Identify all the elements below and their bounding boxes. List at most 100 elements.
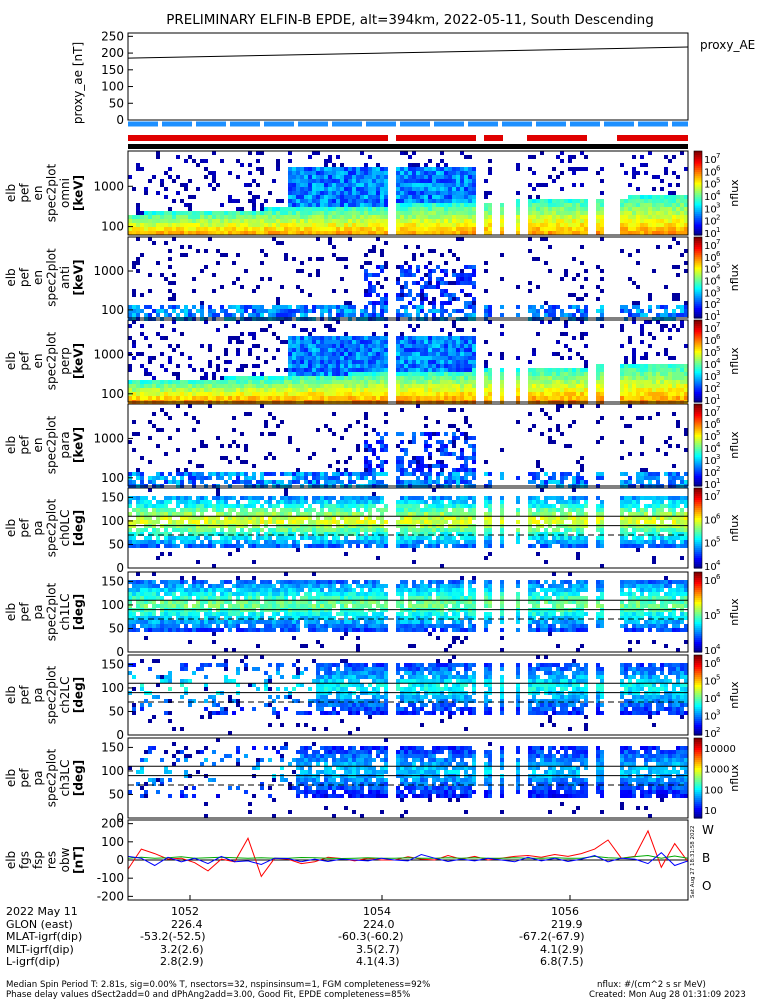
heat-cell	[448, 396, 452, 400]
heat-cell	[384, 305, 388, 309]
heat-cell	[160, 408, 164, 412]
heat-cell	[156, 396, 160, 400]
heat-cell	[332, 163, 336, 167]
heat-cell	[472, 344, 476, 348]
heat-cell	[188, 460, 192, 464]
heat-cell	[332, 211, 336, 215]
heat-cell	[332, 336, 336, 340]
heat-cell	[328, 396, 332, 400]
heat-cell	[320, 360, 324, 364]
heat-cell	[268, 191, 272, 195]
heat-cell	[668, 336, 672, 340]
heat-cell	[540, 408, 544, 412]
heat-cell	[424, 380, 428, 384]
heat-cell	[420, 309, 424, 313]
heat-cell	[352, 309, 356, 313]
heat-cell	[468, 273, 472, 277]
heat-cell	[420, 179, 424, 183]
heat-cell	[324, 384, 328, 388]
heat-cell	[144, 368, 148, 372]
heat-cell	[472, 281, 476, 285]
heat-cell	[448, 368, 452, 372]
heat-cell	[256, 183, 260, 187]
heat-cell	[484, 207, 488, 211]
heat-cell	[340, 380, 344, 384]
heat-cell	[244, 480, 248, 484]
heat-cell	[644, 392, 648, 396]
heat-cell	[332, 183, 336, 187]
heat-cell	[468, 155, 472, 159]
heat-cell	[248, 480, 252, 484]
heat-cell	[660, 223, 664, 227]
heat-cell	[412, 223, 416, 227]
heat-cell	[320, 380, 324, 384]
heat-cell	[144, 504, 148, 508]
heat-cell	[384, 179, 388, 183]
heat-cell	[464, 199, 468, 203]
heat-cell	[248, 476, 252, 480]
heat-cell	[436, 179, 440, 183]
heat-cell	[236, 159, 240, 163]
heat-cell	[244, 211, 248, 215]
status-bars	[128, 124, 688, 149]
heat-cell	[140, 215, 144, 219]
heat-cell	[444, 348, 448, 352]
heat-cell	[640, 468, 644, 472]
heat-cell	[436, 440, 440, 444]
heat-cell	[544, 301, 548, 305]
heat-cell	[224, 211, 228, 215]
heat-cell	[160, 508, 164, 512]
heat-cell	[420, 227, 424, 231]
heat-cell	[244, 504, 248, 508]
heat-cell	[428, 432, 432, 436]
heat-cell	[300, 340, 304, 344]
heat-cell	[668, 227, 672, 231]
heat-cell	[276, 384, 280, 388]
heat-cell	[400, 464, 404, 468]
heat-cell	[600, 199, 604, 203]
heat-cell	[168, 249, 172, 253]
heat-cell	[228, 195, 232, 199]
heat-cell	[364, 219, 368, 223]
heat-cell	[428, 344, 432, 348]
heat-cell	[596, 309, 600, 313]
heat-cell	[448, 191, 452, 195]
heat-cell	[416, 464, 420, 468]
heat-cell	[148, 179, 152, 183]
heat-cell	[156, 504, 160, 508]
heat-cell	[644, 203, 648, 207]
heat-cell	[256, 512, 260, 516]
heat-cell	[456, 171, 460, 175]
heat-cell	[280, 231, 284, 235]
heat-cell	[132, 536, 136, 540]
y-tick-label: 1000	[93, 264, 124, 278]
heat-cell	[232, 261, 236, 265]
heat-cell	[432, 336, 436, 340]
heat-cell	[404, 261, 408, 265]
heat-cell	[376, 380, 380, 384]
heat-cell	[412, 191, 416, 195]
heat-cell	[484, 261, 488, 265]
heat-cell	[180, 392, 184, 396]
heat-cell	[376, 227, 380, 231]
heat-cell	[300, 261, 304, 265]
heat-cell	[204, 231, 208, 235]
heat-cell	[404, 468, 408, 472]
heat-cell	[208, 528, 212, 532]
heat-cell	[644, 476, 648, 480]
heat-cell	[488, 396, 492, 400]
heat-cell	[172, 179, 176, 183]
heat-cell	[268, 520, 272, 524]
heat-cell	[328, 392, 332, 396]
heat-cell	[256, 500, 260, 504]
heat-cell	[456, 211, 460, 215]
heat-cell	[368, 340, 372, 344]
heat-cell	[220, 508, 224, 512]
heat-cell	[456, 195, 460, 199]
heat-cell	[456, 364, 460, 368]
heat-cell	[568, 384, 572, 388]
heat-cell	[288, 360, 292, 364]
heat-cell	[296, 285, 300, 289]
heat-cell	[268, 500, 272, 504]
heat-cell	[408, 336, 412, 340]
